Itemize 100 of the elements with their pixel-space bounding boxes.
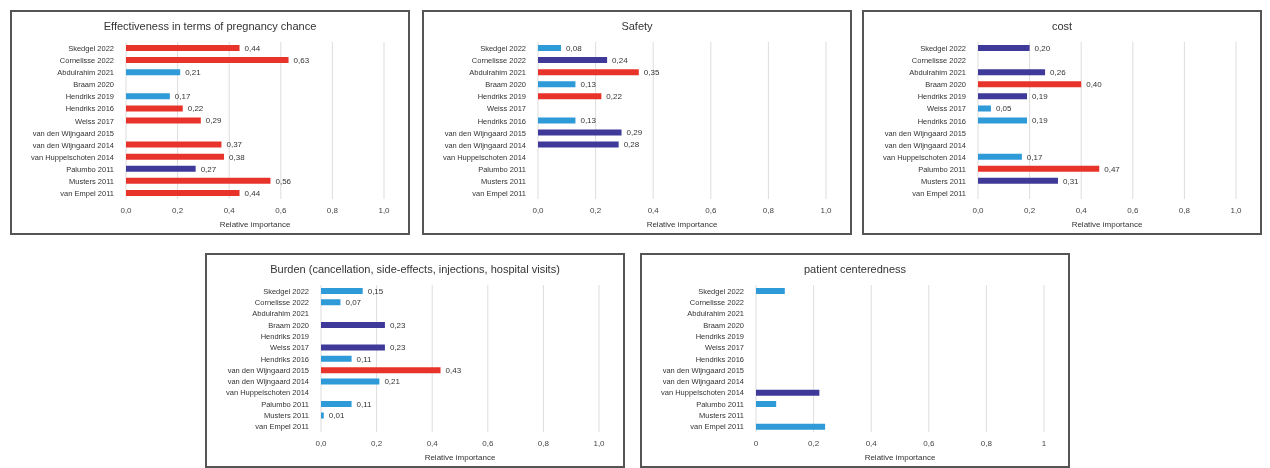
x-tick-label: 0,8 <box>326 205 339 215</box>
bar <box>538 69 639 76</box>
data-label: 0,15 <box>367 286 384 296</box>
x-tick-label: 0,2 <box>371 438 383 448</box>
data-label: 0,63 <box>293 55 310 65</box>
bar <box>978 153 1022 160</box>
x-tick-label: 1,0 <box>378 205 391 215</box>
data-label: 0,13 <box>580 116 597 126</box>
bar <box>978 69 1046 76</box>
bar <box>321 378 380 385</box>
x-tick-label: 0,8 <box>762 205 775 215</box>
data-label: 0,17 <box>1026 152 1043 162</box>
data-label: 0,22 <box>606 92 623 102</box>
data-label: 0,20 <box>1034 43 1051 53</box>
bar <box>538 93 602 100</box>
bar <box>126 153 225 160</box>
x-tick-label: 0,6 <box>275 205 287 215</box>
bar <box>321 344 385 351</box>
bar <box>126 141 222 148</box>
x-tick-label: 0,2 <box>590 205 602 215</box>
data-label: 0,07 <box>345 298 362 308</box>
bar <box>756 401 777 408</box>
bar <box>126 69 181 76</box>
data-label: 0,24 <box>612 55 629 65</box>
data-label: 0,01 <box>328 411 345 421</box>
bar <box>978 45 1030 51</box>
bar <box>126 105 183 112</box>
data-label: 0,40 <box>1086 80 1103 90</box>
x-tick-label: 0,2 <box>808 438 820 448</box>
data-label: 0,44 <box>244 43 261 53</box>
bar <box>978 105 991 112</box>
x-tick-label: 0,0 <box>315 438 328 448</box>
bar <box>538 45 562 51</box>
bar <box>978 81 1082 88</box>
x-tick-label: 0,2 <box>172 205 184 215</box>
data-label: 0,37 <box>226 140 243 150</box>
chart-title: cost <box>1050 20 1074 34</box>
x-tick-label: 0,0 <box>972 205 985 215</box>
data-label: 0,19 <box>1032 92 1049 102</box>
data-label: 0,44 <box>244 188 261 198</box>
bar <box>126 165 196 172</box>
bar <box>538 141 619 148</box>
x-tick-label: 1,0 <box>820 205 833 215</box>
bar <box>978 93 1028 100</box>
bar <box>126 189 240 196</box>
data-label: 0,19 <box>1032 116 1049 126</box>
x-axis-title: Relative importance <box>864 453 936 462</box>
bar <box>126 117 201 124</box>
x-tick-label: 0,8 <box>1178 205 1191 215</box>
x-tick-label: 0,4 <box>426 438 439 448</box>
chart-title: patient centeredness <box>802 263 908 277</box>
x-tick-label: 1 <box>1041 438 1047 448</box>
x-tick-label: 0,0 <box>532 205 545 215</box>
data-label: 0,29 <box>205 116 222 126</box>
x-tick-label: 0,4 <box>223 205 236 215</box>
data-label: 0,47 <box>1104 164 1121 174</box>
x-axis-title: Relative importance <box>646 220 718 229</box>
data-label: 0,23 <box>389 343 407 353</box>
data-label: 0,43 <box>445 365 462 375</box>
bar <box>126 93 170 100</box>
chart-title: Effectiveness in terms of pregnancy chance <box>102 20 318 34</box>
x-tick-label: 0,8 <box>537 438 550 448</box>
bar <box>321 321 385 328</box>
bar <box>321 367 441 374</box>
x-tick-label: 0,0 <box>120 205 133 215</box>
bar <box>321 288 363 294</box>
x-tick-label: 0,2 <box>1024 205 1036 215</box>
x-axis-title: Relative importance <box>1071 220 1143 229</box>
bar <box>538 129 622 136</box>
bar <box>126 45 240 51</box>
x-tick-label: 0,4 <box>865 438 878 448</box>
bar <box>126 57 289 64</box>
x-axis-title: Relative importance <box>424 453 496 462</box>
bar <box>538 57 608 64</box>
x-axis-title: Relative importance <box>219 220 291 229</box>
bar <box>978 165 1100 172</box>
x-tick-label: 0,8 <box>980 438 993 448</box>
bar <box>538 117 576 124</box>
x-tick-label: 0,6 <box>482 438 494 448</box>
x-tick-label: 0,4 <box>647 205 660 215</box>
x-tick-label: 0 <box>753 438 759 448</box>
bar <box>756 288 785 294</box>
x-tick-label: 0,4 <box>1075 205 1088 215</box>
data-label: 0,13 <box>580 80 597 90</box>
data-label: 0,35 <box>643 67 660 77</box>
data-label: 0,08 <box>566 43 583 53</box>
data-label: 0,17 <box>174 92 191 102</box>
data-label: 0,29 <box>626 128 643 138</box>
data-label: 0,56 <box>275 176 292 186</box>
x-tick-label: 0,6 <box>1127 205 1139 215</box>
bar <box>538 81 576 88</box>
data-label: 0,21 <box>185 67 202 77</box>
bar <box>756 423 826 430</box>
x-tick-label: 0,6 <box>705 205 717 215</box>
bar <box>321 412 324 419</box>
data-label: 0,11 <box>356 354 373 364</box>
data-label: 0,28 <box>623 140 640 150</box>
data-label: 0,26 <box>1050 67 1067 77</box>
x-tick-label: 1,0 <box>1230 205 1243 215</box>
bar <box>321 401 352 408</box>
